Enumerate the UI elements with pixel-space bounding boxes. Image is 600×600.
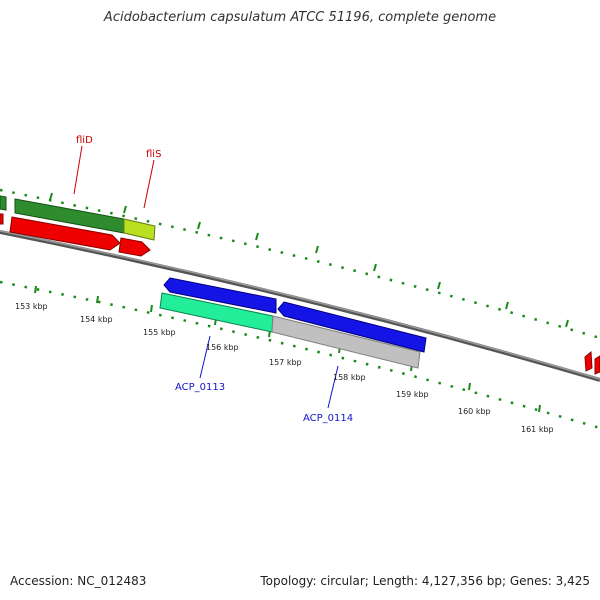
gene-red-right-2 bbox=[594, 355, 600, 375]
gene-blue-2 bbox=[277, 301, 427, 353]
gene-green-left bbox=[0, 195, 7, 211]
tick-label-155: 155 kbp bbox=[143, 328, 176, 337]
upper-features bbox=[0, 195, 600, 375]
gene-label-fliS: fliS bbox=[146, 149, 161, 160]
tick-label-157: 157 kbp bbox=[269, 358, 302, 367]
gene-blue-1 bbox=[163, 277, 277, 314]
gene-label-ACP_0114: ACP_0114 bbox=[303, 413, 353, 424]
gene-red-1 bbox=[9, 216, 121, 251]
tick-label-160: 160 kbp bbox=[458, 407, 491, 416]
gene-label-ACP_0113: ACP_0113 bbox=[175, 382, 225, 393]
gene-label-fliD: fliD bbox=[76, 135, 93, 146]
lower-features bbox=[159, 277, 427, 369]
lower-major-ticks bbox=[34, 285, 541, 413]
genome-summary-text: Topology: circular; Length: 4,127,356 bp… bbox=[260, 574, 590, 588]
gene-red-right-1 bbox=[584, 350, 593, 372]
tick-label-156: 156 kbp bbox=[206, 343, 239, 352]
tick-label-158: 158 kbp bbox=[333, 373, 366, 382]
accession-text: Accession: NC_012483 bbox=[10, 574, 147, 588]
gene-red-left bbox=[0, 213, 4, 225]
upper-major-ticks bbox=[49, 192, 569, 328]
gene-red-2 bbox=[118, 237, 151, 257]
tick-label-161: 161 kbp bbox=[521, 425, 554, 434]
backbone-upper-highlight bbox=[0, 230, 600, 380]
leader-lines bbox=[73, 145, 339, 409]
tick-labels: 153 kbp 154 kbp 155 kbp 156 kbp 157 kbp … bbox=[15, 302, 554, 434]
tick-label-154: 154 kbp bbox=[80, 315, 113, 324]
genome-title: Acidobacterium capsulatum ATCC 51196, co… bbox=[103, 10, 497, 25]
tick-label-153: 153 kbp bbox=[15, 302, 48, 311]
gene-ACP_0114 bbox=[271, 315, 421, 369]
tick-label-159: 159 kbp bbox=[396, 390, 429, 399]
backbone-upper bbox=[0, 230, 600, 382]
gene-fliS bbox=[123, 218, 156, 241]
